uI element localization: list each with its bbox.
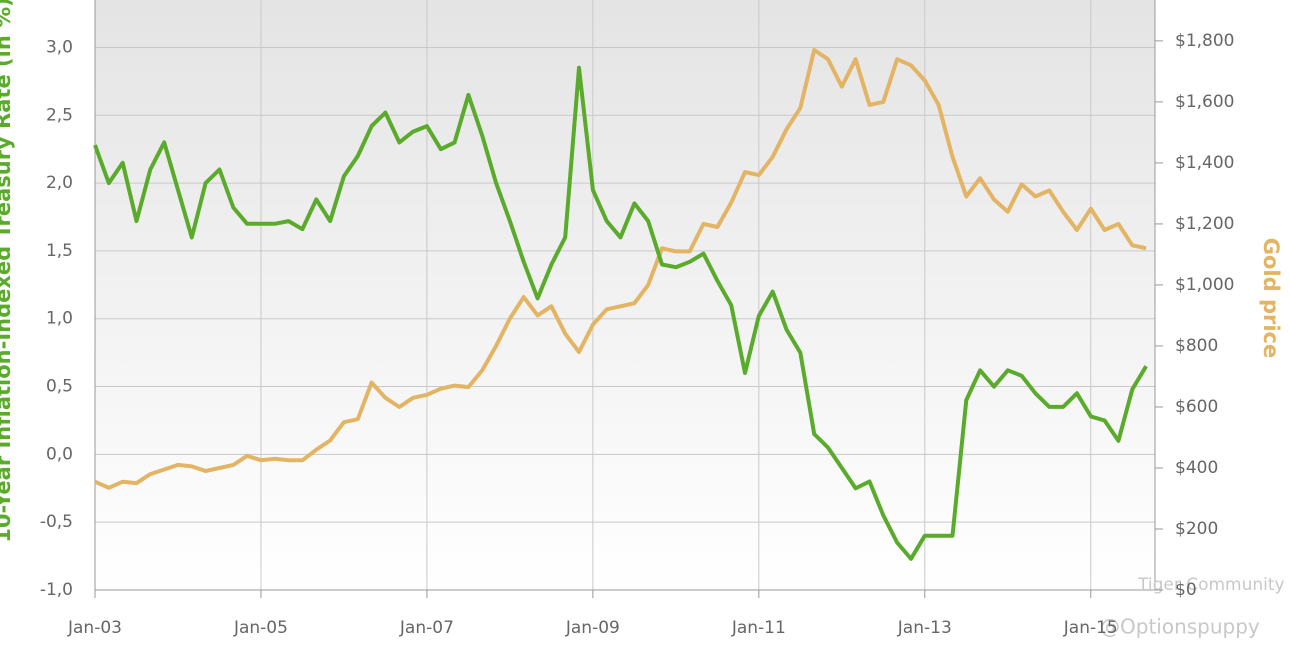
y2-tick-label: $1,400 [1175, 153, 1234, 173]
y-tick-label: 2,0 [46, 173, 73, 193]
y-tick-label: -0,5 [40, 512, 73, 532]
watermark: Tiger Community [1137, 575, 1285, 595]
y-tick-label: -1,0 [40, 580, 73, 600]
x-tick-label: Jan-09 [565, 618, 620, 638]
x-tick-label: Jan-03 [67, 618, 122, 638]
y2-tick-label: $0 [1175, 580, 1197, 600]
y2-tick-label: $800 [1175, 336, 1218, 356]
credit: @Optionspuppy [1100, 615, 1260, 639]
x-tick-label: Jan-07 [399, 618, 454, 638]
y-tick-label: 3,0 [46, 37, 73, 57]
x-tick-label: Jan-05 [233, 618, 288, 638]
y2-tick-label: $1,000 [1175, 275, 1234, 295]
y2-tick-label: $400 [1175, 458, 1218, 478]
y2-tick-label: $600 [1175, 397, 1218, 417]
y2-tick-label: $200 [1175, 519, 1218, 539]
y-tick-label: 0,5 [46, 377, 73, 397]
y2-tick-label: $1,600 [1175, 92, 1234, 112]
y-tick-label: 2,5 [46, 105, 73, 125]
plot-background [95, 0, 1155, 590]
y-axis-label: 10-Year Inflation-Indexed Treasury Rate … [0, 0, 15, 543]
x-tick-label: Jan-13 [897, 618, 952, 638]
y-tick-label: 1,0 [46, 309, 73, 329]
y2-tick-label: $1,800 [1175, 31, 1234, 51]
series-line [93, 65, 1148, 561]
y2-axis-label: Gold price [1259, 238, 1283, 358]
x-tick-label: Jan-15 [1063, 618, 1118, 638]
series-line [94, 48, 1147, 490]
y-tick-label: 0,0 [46, 444, 73, 464]
x-tick-label: Jan-11 [731, 618, 786, 638]
y2-tick-label: $1,200 [1175, 214, 1234, 234]
y-tick-label: 1,5 [46, 241, 73, 261]
